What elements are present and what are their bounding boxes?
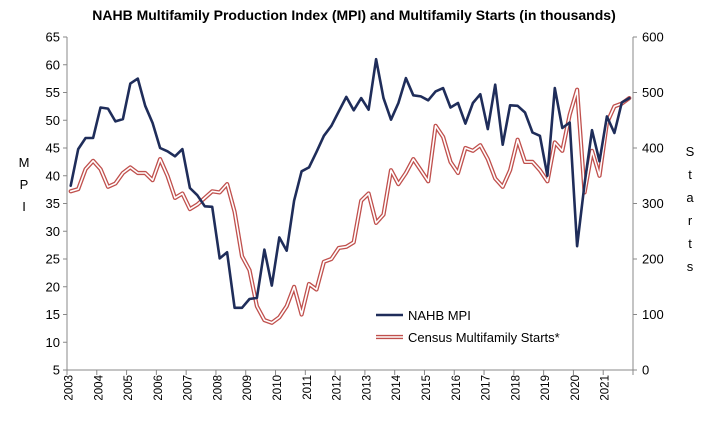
- right-tick-label: 0: [642, 363, 649, 378]
- x-tick-label: 2005: [123, 375, 135, 401]
- right-tick-label: 600: [642, 30, 664, 45]
- left-axis-ticks: 5 10 15 20 25 30 35 40 45 50 55 60 65: [46, 30, 67, 378]
- starts-series-line-outer: [68, 87, 632, 325]
- x-tick-label: 2010: [272, 375, 284, 401]
- x-tick-label: 2013: [361, 375, 373, 401]
- left-tick-label: 35: [46, 196, 60, 211]
- left-tick-label: 5: [53, 363, 60, 378]
- x-tick-label: 2007: [183, 375, 195, 401]
- left-axis-label-char: M: [19, 155, 30, 170]
- right-axis-label-char: r: [688, 213, 693, 228]
- x-tick-label: 2017: [481, 375, 493, 401]
- left-axis-label-char: P: [20, 177, 29, 192]
- right-axis-label-char: S: [686, 144, 695, 159]
- x-tick-label: 2003: [63, 375, 75, 401]
- chart-title: NAHB Multifamily Production Index (MPI) …: [92, 7, 615, 23]
- left-axis-label-char: I: [22, 199, 26, 214]
- right-axis-label-char: a: [686, 190, 694, 205]
- x-tick-label: 2012: [332, 375, 344, 401]
- x-tick-label: 2019: [540, 375, 552, 401]
- left-tick-label: 30: [46, 224, 60, 239]
- left-tick-label: 40: [46, 168, 60, 183]
- legend: NAHB MPI Census Multifamily Starts*: [376, 308, 560, 345]
- right-tick-label: 200: [642, 252, 664, 267]
- mpi-series-line: [69, 57, 631, 310]
- left-tick-label: 15: [46, 307, 60, 322]
- series-layer: [68, 57, 632, 325]
- right-tick-label: 500: [642, 85, 664, 100]
- starts-series-line-inner: [69, 88, 631, 324]
- left-tick-label: 55: [46, 85, 60, 100]
- left-tick-label: 20: [46, 279, 60, 294]
- right-axis-label: Starts: [686, 144, 695, 274]
- legend-mpi-label: NAHB MPI: [408, 308, 471, 323]
- right-axis-label-char: t: [688, 236, 692, 251]
- legend-starts-label: Census Multifamily Starts*: [408, 330, 560, 345]
- x-tick-label: 2018: [510, 375, 522, 401]
- x-tick-label: 2015: [421, 375, 433, 401]
- left-axis-label: MPI: [19, 155, 30, 214]
- x-tick-label: 2014: [391, 374, 403, 400]
- axes: [66, 37, 634, 371]
- right-axis-label-char: s: [687, 259, 694, 274]
- x-tick-label: 2006: [153, 375, 165, 401]
- x-tick-label: 2011: [302, 375, 314, 400]
- right-axis-ticks: 0 100 200 300 400 500 600: [633, 30, 664, 378]
- right-tick-label: 300: [642, 196, 664, 211]
- right-axis-label-char: t: [688, 167, 692, 182]
- x-tick-label: 2008: [212, 375, 224, 401]
- x-axis-ticks: 2003 2004 2005 2006 2007 2008 2009 2010 2011 2012…: [63, 370, 634, 401]
- right-tick-label: 400: [642, 141, 664, 156]
- x-tick-label: 2016: [451, 375, 463, 401]
- x-tick-label: 2009: [242, 375, 254, 401]
- left-tick-label: 50: [46, 113, 60, 128]
- left-tick-label: 25: [46, 252, 60, 267]
- left-tick-label: 60: [46, 57, 60, 72]
- left-tick-label: 45: [46, 141, 60, 156]
- right-tick-label: 100: [642, 307, 664, 322]
- x-tick-label: 2004: [93, 374, 105, 400]
- x-tick-label: 2020: [570, 375, 582, 401]
- left-tick-label: 65: [46, 30, 60, 45]
- left-tick-label: 10: [46, 335, 60, 350]
- x-tick-label: 2021: [600, 375, 612, 401]
